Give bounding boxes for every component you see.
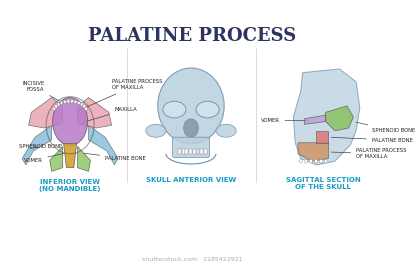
Text: INCISIVE
FOSSA: INCISIVE FOSSA bbox=[22, 81, 64, 104]
Text: PALATINE BONE: PALATINE BONE bbox=[331, 137, 413, 143]
Ellipse shape bbox=[67, 100, 70, 103]
Bar bbox=[189, 149, 192, 154]
Ellipse shape bbox=[196, 101, 219, 118]
Ellipse shape bbox=[77, 101, 80, 105]
Polygon shape bbox=[77, 97, 111, 128]
Ellipse shape bbox=[319, 159, 323, 163]
Ellipse shape bbox=[163, 101, 186, 118]
Text: shutterstock.com · 2185422921: shutterstock.com · 2185422921 bbox=[141, 257, 242, 262]
Bar bbox=[196, 149, 199, 154]
Ellipse shape bbox=[60, 101, 63, 105]
Bar bbox=[178, 149, 181, 154]
Text: VOMER: VOMER bbox=[24, 153, 64, 163]
Text: MAXILLA: MAXILLA bbox=[82, 107, 137, 123]
Polygon shape bbox=[77, 146, 90, 171]
Text: VOMER: VOMER bbox=[261, 118, 309, 123]
Ellipse shape bbox=[146, 124, 166, 137]
Polygon shape bbox=[305, 115, 326, 124]
Bar bbox=[204, 149, 207, 154]
Ellipse shape bbox=[63, 100, 66, 104]
Polygon shape bbox=[29, 97, 63, 128]
Text: PALATINE PROCESS
OF MAXILLA: PALATINE PROCESS OF MAXILLA bbox=[331, 148, 406, 159]
Ellipse shape bbox=[74, 100, 77, 104]
Text: INFERIOR VIEW
(NO MANDIBLE): INFERIOR VIEW (NO MANDIBLE) bbox=[40, 179, 101, 192]
Ellipse shape bbox=[304, 159, 307, 163]
Text: SKULL ANTERIOR VIEW: SKULL ANTERIOR VIEW bbox=[146, 177, 236, 183]
Text: SPHENOID BONE: SPHENOID BONE bbox=[20, 144, 63, 149]
Ellipse shape bbox=[158, 68, 224, 144]
Text: PALATINE BONE: PALATINE BONE bbox=[84, 153, 146, 161]
Polygon shape bbox=[89, 125, 118, 165]
Ellipse shape bbox=[53, 107, 56, 111]
Ellipse shape bbox=[80, 103, 83, 106]
Ellipse shape bbox=[216, 124, 236, 137]
Polygon shape bbox=[298, 143, 329, 161]
Ellipse shape bbox=[57, 103, 60, 106]
Text: SAGITTAL SECTION
OF THE SKULL: SAGITTAL SECTION OF THE SKULL bbox=[285, 177, 360, 190]
Polygon shape bbox=[64, 144, 77, 168]
Polygon shape bbox=[326, 106, 353, 131]
Bar bbox=[182, 149, 185, 154]
Text: PALATINE PROCESS
OF MAXILLA: PALATINE PROCESS OF MAXILLA bbox=[77, 79, 162, 111]
Ellipse shape bbox=[84, 107, 87, 111]
FancyBboxPatch shape bbox=[173, 137, 209, 158]
Polygon shape bbox=[50, 146, 63, 171]
Text: PALATINE PROCESS: PALATINE PROCESS bbox=[88, 27, 296, 45]
Ellipse shape bbox=[70, 100, 73, 103]
Ellipse shape bbox=[314, 159, 317, 163]
Ellipse shape bbox=[310, 159, 312, 163]
Text: SPHENOID BONE: SPHENOID BONE bbox=[356, 122, 415, 133]
Ellipse shape bbox=[299, 159, 302, 163]
Ellipse shape bbox=[54, 105, 57, 108]
Ellipse shape bbox=[52, 97, 88, 146]
Ellipse shape bbox=[324, 159, 328, 163]
Bar bbox=[186, 149, 188, 154]
Ellipse shape bbox=[83, 105, 86, 108]
Polygon shape bbox=[317, 131, 329, 143]
Bar bbox=[193, 149, 196, 154]
Polygon shape bbox=[293, 69, 360, 165]
Ellipse shape bbox=[183, 119, 198, 137]
Bar bbox=[200, 149, 203, 154]
Polygon shape bbox=[22, 125, 52, 165]
